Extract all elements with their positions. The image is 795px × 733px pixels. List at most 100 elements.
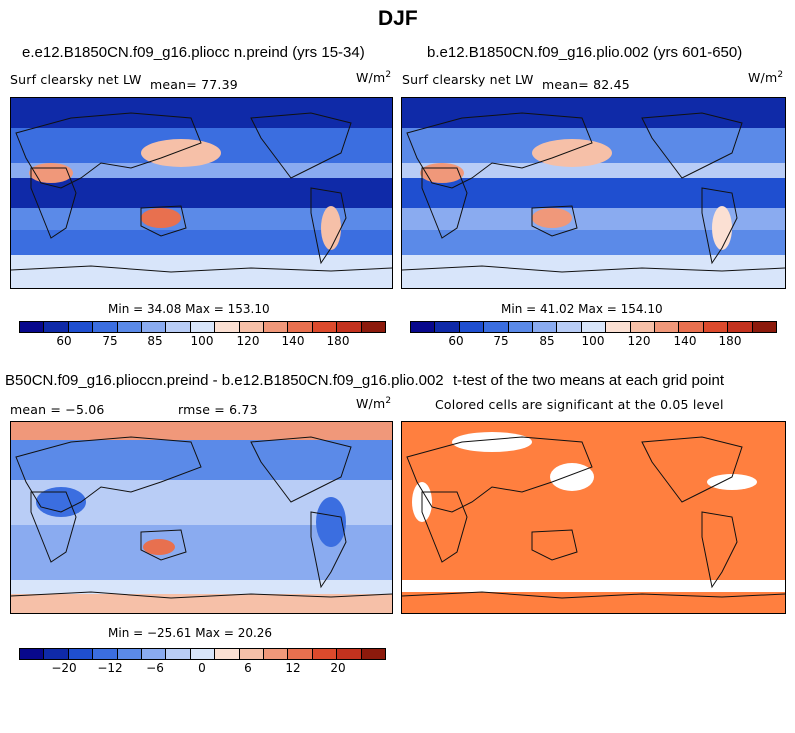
colorbar-tick: 60 bbox=[56, 334, 72, 348]
variable-label-top-right: Surf clearsky net LW bbox=[402, 72, 534, 87]
panel-title-top-right: b.e12.B1850CN.f09_g16.plio.002 (yrs 601-… bbox=[427, 44, 743, 61]
colorbar-tick: 180 bbox=[718, 334, 742, 348]
warm-patch-africa bbox=[29, 163, 73, 183]
map-top-right bbox=[401, 97, 786, 289]
colorbar-cell bbox=[93, 322, 118, 332]
units-text: W/m bbox=[748, 70, 778, 86]
colorbar-cell bbox=[288, 649, 313, 659]
coastline-antarctica bbox=[11, 265, 392, 273]
diff-antarctic bbox=[11, 594, 392, 613]
diff-arctic bbox=[11, 422, 392, 440]
warm-patch-pacific bbox=[532, 139, 612, 167]
colorbar-cell bbox=[581, 322, 607, 332]
zone-subtropics-south bbox=[11, 208, 392, 230]
map-bottom-right bbox=[401, 421, 786, 614]
zone-subtropics-north bbox=[11, 163, 392, 178]
subtitle-bottom-right: Colored cells are significant at the 0.0… bbox=[435, 397, 724, 412]
insignificant-band-south bbox=[402, 580, 785, 592]
coastline-australia bbox=[140, 529, 187, 561]
colorbar-cell bbox=[117, 322, 143, 332]
colorbar-cell bbox=[728, 322, 753, 332]
warm-patch-pacific bbox=[141, 139, 221, 167]
warm-patch-africa bbox=[420, 163, 464, 183]
zone-antarctic bbox=[402, 255, 785, 288]
colorbar-cell bbox=[239, 649, 265, 659]
warm-patch-americas bbox=[321, 206, 341, 250]
colorbar-cell bbox=[68, 649, 94, 659]
colorbar-cell bbox=[44, 322, 69, 332]
colorbar-cell bbox=[679, 322, 704, 332]
colorbar-cell bbox=[20, 649, 45, 659]
units-text: W/m bbox=[356, 70, 386, 86]
panel-title-bottom-right: t-test of the two means at each grid poi… bbox=[453, 372, 724, 389]
colorbar-cell bbox=[484, 322, 509, 332]
mean-label-top-left: mean= 77.39 bbox=[150, 77, 238, 92]
zone-arctic bbox=[11, 98, 392, 128]
colorbar-cell bbox=[44, 649, 69, 659]
colorbar-cell bbox=[630, 322, 656, 332]
colorbar-cell bbox=[190, 649, 216, 659]
colorbar-cell bbox=[117, 649, 143, 659]
warm-patch-australia bbox=[141, 208, 181, 228]
colorbar-top-right bbox=[410, 321, 777, 333]
units-text: W/m bbox=[356, 396, 386, 412]
colorbar-cell bbox=[361, 322, 386, 332]
panel-title-bottom-left: B50CN.f09_g16.plioccn.preind - b.e12.B18… bbox=[5, 372, 444, 389]
coastline-antarctica bbox=[11, 591, 392, 599]
diff-north-midlat bbox=[11, 440, 392, 480]
colorbar-cell bbox=[190, 322, 216, 332]
units-top-left: W/m2 bbox=[356, 70, 391, 85]
colorbar-tick: −6 bbox=[146, 661, 164, 675]
colorbar-cell bbox=[655, 322, 680, 332]
diff-southern-band bbox=[11, 580, 392, 594]
coastline-north-america bbox=[250, 112, 352, 179]
coastline-africa bbox=[30, 491, 77, 563]
colorbar-cell bbox=[411, 322, 436, 332]
colorbar-top-left bbox=[19, 321, 386, 333]
units-top-right: W/m2 bbox=[748, 70, 783, 85]
colorbar-cell bbox=[68, 322, 94, 332]
colorbar-cell bbox=[239, 322, 265, 332]
coastline-australia bbox=[531, 205, 578, 237]
map-bottom-left bbox=[10, 421, 393, 614]
colorbar-cell bbox=[557, 322, 582, 332]
colorbar-cell bbox=[20, 322, 45, 332]
mean-label-top-right: mean= 82.45 bbox=[542, 77, 630, 92]
colorbar-cell bbox=[215, 649, 240, 659]
map-svg-top-right bbox=[402, 98, 785, 288]
coastline-antarctica bbox=[402, 265, 785, 273]
colorbar-cell bbox=[459, 322, 485, 332]
mean-label-bottom-left: mean = −5.06 bbox=[10, 402, 105, 417]
colorbar-tick: 60 bbox=[448, 334, 464, 348]
map-svg-top-left bbox=[11, 98, 392, 288]
colorbar-tick: 100 bbox=[581, 334, 605, 348]
coastline-south-america bbox=[701, 511, 738, 589]
coastline-eurasia bbox=[406, 436, 593, 513]
insignificant-patch-pacific bbox=[550, 463, 594, 491]
colorbar-tick: 0 bbox=[198, 661, 206, 675]
units-exponent: 2 bbox=[777, 70, 784, 80]
neg-patch-america bbox=[316, 497, 346, 547]
colorbar-tick: 140 bbox=[281, 334, 305, 348]
units-exponent: 2 bbox=[385, 396, 392, 406]
colorbar-tick: 140 bbox=[673, 334, 697, 348]
colorbar-tick: 20 bbox=[330, 661, 346, 675]
colorbar-cell bbox=[606, 322, 631, 332]
colorbar-tick: −20 bbox=[51, 661, 77, 675]
coastline-south-america bbox=[310, 187, 347, 265]
colorbar-cell bbox=[312, 322, 338, 332]
coastline-africa bbox=[30, 167, 77, 239]
coastline-eurasia bbox=[406, 112, 593, 189]
colorbar-cell bbox=[166, 649, 191, 659]
colorbar-cell bbox=[361, 649, 386, 659]
coastline-australia bbox=[140, 205, 187, 237]
figure-title: DJF bbox=[378, 7, 418, 30]
colorbar-cell bbox=[215, 322, 240, 332]
coastline-africa bbox=[421, 491, 468, 563]
rmse-label-bottom-left: rmse = 6.73 bbox=[178, 402, 258, 417]
colorbar-cell bbox=[166, 322, 191, 332]
units-bottom-left: W/m2 bbox=[356, 396, 391, 411]
colorbar-cell bbox=[142, 649, 167, 659]
coastline-africa bbox=[421, 167, 468, 239]
colorbar-cell bbox=[312, 649, 338, 659]
